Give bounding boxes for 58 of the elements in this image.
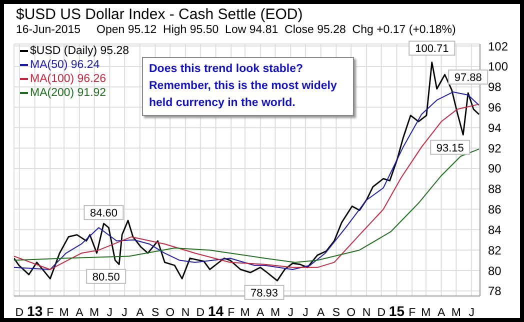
- y-tick-label: 84: [488, 222, 502, 237]
- y-tick-label: 92: [488, 141, 502, 156]
- legend-label: MA(200) 91.92: [30, 86, 106, 100]
- x-tick-label: N: [362, 307, 371, 319]
- x-tick-label: S: [332, 307, 340, 319]
- x-tick-label: M: [421, 307, 431, 319]
- x-tick-label: M: [270, 307, 280, 319]
- x-tick-label: A: [76, 307, 84, 319]
- x-tick-label: F: [408, 307, 416, 319]
- y-tick-label: 78: [488, 284, 502, 298]
- x-tick-label: N: [181, 307, 190, 319]
- x-tick-label: M: [59, 307, 69, 319]
- y-tick-label: 98: [488, 80, 502, 94]
- annotation: 78.93: [250, 287, 278, 300]
- y-tick-label: 86: [488, 202, 502, 217]
- legend-label: $USD (Daily) 95.28: [30, 44, 130, 58]
- line-series: [14, 62, 480, 282]
- x-tick-label: J: [302, 307, 308, 319]
- x-tick-label: J: [468, 307, 474, 319]
- x-tick-label: A: [437, 307, 446, 319]
- x-tick-label: D: [15, 307, 24, 319]
- annotation: 100.71: [415, 43, 449, 56]
- annotation: 97.88: [454, 72, 482, 84]
- x-tick-label: M: [451, 307, 461, 319]
- x-tick-label: 15: [388, 303, 405, 319]
- chart-subtitle: 16-Jun-2015 Open 95.12 High 95.50 Low 94.81 Close 95.28 Chg +0.17 (+0.18%): [16, 24, 456, 36]
- x-tick-label: J: [122, 307, 128, 319]
- x-tick-label: J: [288, 307, 294, 319]
- y-tick-label: 100: [488, 60, 508, 74]
- x-tick-label: O: [166, 307, 175, 319]
- x-tick-label: 13: [27, 303, 43, 319]
- legend-label: MA(100) 96.26: [30, 72, 106, 86]
- x-tick-label: O: [346, 307, 356, 319]
- x-tick-label: M: [90, 307, 100, 319]
- y-tick-label: 102: [488, 39, 508, 54]
- y-tick-label: 94: [488, 120, 502, 135]
- x-tick-label: F: [46, 307, 54, 319]
- y-tick-label: 90: [488, 162, 502, 176]
- annotation: 80.50: [92, 271, 120, 284]
- legend-label: MA(50) 96.24: [30, 58, 100, 72]
- x-tick-label: A: [256, 307, 265, 319]
- annotation: 84.60: [90, 208, 118, 220]
- chart-title: $USD US Dollar Index - Cash Settle (EOD): [16, 6, 303, 23]
- y-tick-label: 82: [488, 243, 502, 258]
- y-tick-label: 80: [488, 264, 502, 278]
- y-tick-label: 96: [488, 100, 502, 115]
- annotation: Does this trend look stable? Remember, this is the most widely held currency in the world.: [142, 57, 354, 116]
- y-tick-label: 88: [488, 182, 502, 196]
- x-tick-label: D: [377, 307, 386, 319]
- x-tick-label: A: [317, 307, 326, 319]
- annotation: 93.15: [436, 142, 464, 154]
- x-tick-label: J: [106, 307, 113, 319]
- x-tick-label: S: [151, 307, 160, 319]
- x-tick-label: D: [196, 307, 205, 319]
- x-tick-label: F: [228, 307, 235, 319]
- x-tick-label: M: [240, 307, 250, 319]
- x-tick-label: 14: [208, 303, 224, 319]
- x-tick-label: A: [136, 307, 144, 319]
